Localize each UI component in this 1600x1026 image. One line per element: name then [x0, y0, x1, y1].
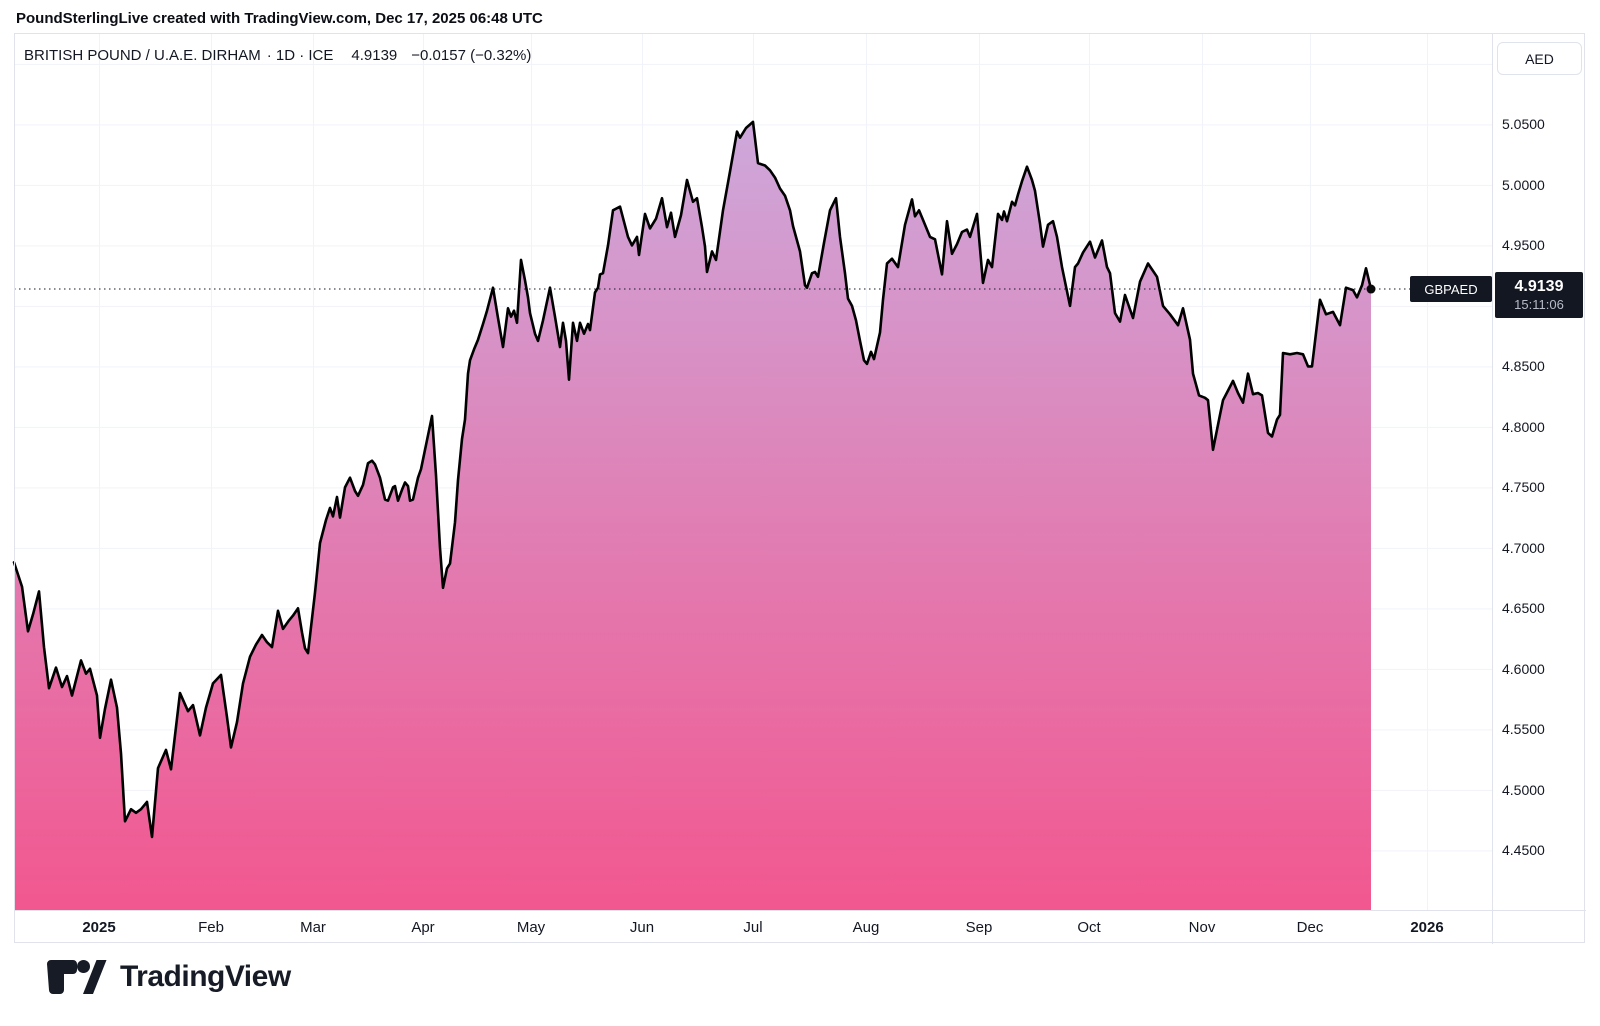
tradingview-logo-icon [47, 960, 107, 994]
currency-axis-label: AED [1525, 50, 1554, 67]
last-price-value: 4.9139 [351, 47, 398, 64]
price-axis-tick: 4.5000 [1502, 781, 1545, 798]
time-axis-tick-may: May [516, 919, 546, 936]
time-axis-tick-dec: Dec [1296, 919, 1324, 936]
attribution-text: PoundSterlingLive created with TradingVi… [16, 10, 543, 27]
price-area-fill [14, 121, 1371, 910]
time-axis-tick-nov: Nov [1188, 919, 1216, 936]
time-axis-tick-feb: Feb [198, 919, 224, 936]
last-price-axis-value: 4.9139 [1514, 278, 1564, 296]
time-axis-tick-oct: Oct [1077, 919, 1101, 936]
chart-panel-border [14, 33, 1585, 943]
time-axis-tick-jun: Jun [629, 919, 655, 936]
last-price-axis-label: 4.9139 15:11:06 [1495, 272, 1583, 319]
time-axis-separator [14, 910, 1586, 911]
last-price-symbol-text: GBPAED [1424, 281, 1478, 297]
price-axis-tick: 4.6000 [1502, 660, 1545, 677]
price-change-value: −0.0157 (−0.32%) [411, 47, 532, 64]
price-axis-tick: 4.8000 [1502, 418, 1545, 435]
time-axis-tick-2025: 2025 [82, 919, 116, 936]
time-axis-tick-2026: 2026 [1410, 919, 1444, 936]
time-axis-tick-jul: Jul [743, 919, 763, 936]
price-line [12, 120, 1373, 839]
last-price-dot [1366, 284, 1376, 294]
last-price-symbol-flag: GBPAED [1410, 276, 1492, 303]
currency-axis-button[interactable]: AED [1497, 42, 1582, 75]
tradingview-logo-text: TradingView [120, 960, 291, 993]
time-axis-tick-mar: Mar [300, 919, 326, 936]
time-axis-tick-aug: Aug [852, 919, 880, 936]
price-axis-tick: 4.7000 [1502, 539, 1545, 556]
time-axis-tick-sep: Sep [965, 919, 993, 936]
price-axis-tick: 5.0000 [1502, 176, 1545, 193]
price-axis-tick: 4.6500 [1502, 600, 1545, 617]
symbol-legend[interactable]: BRITISH POUND / U.A.E. DIRHAM · 1D · ICE… [24, 47, 531, 64]
time-axis-tick-apr: Apr [411, 919, 435, 936]
tradingview-logo[interactable]: TradingView [45, 957, 291, 997]
symbol-name: BRITISH POUND / U.A.E. DIRHAM [24, 47, 261, 64]
price-axis-tick: 4.8500 [1502, 358, 1545, 375]
price-axis-tick: 4.9500 [1502, 237, 1545, 254]
last-price-axis-time: 15:11:06 [1514, 297, 1564, 313]
price-axis-separator [1492, 33, 1493, 944]
price-axis-tick: 4.7500 [1502, 479, 1545, 496]
price-axis-tick: 5.0500 [1502, 116, 1545, 133]
price-axis-tick: 4.4500 [1502, 842, 1545, 859]
price-axis-tick: 4.5500 [1502, 721, 1545, 738]
symbol-interval-exchange: · 1D · ICE [266, 47, 334, 64]
